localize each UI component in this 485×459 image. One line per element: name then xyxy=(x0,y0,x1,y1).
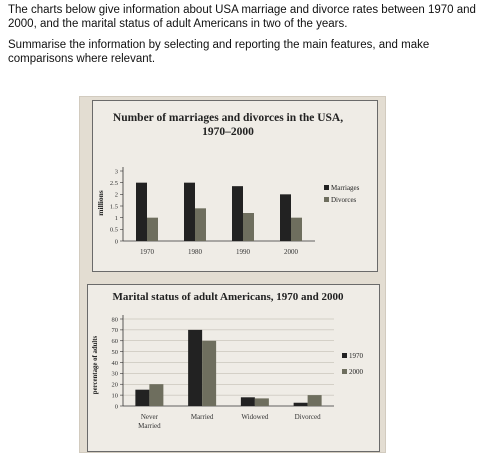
chart2-title: Marital status of adult Americans, 1970 … xyxy=(113,291,345,303)
y-tick-label: 40 xyxy=(112,360,119,367)
chart1-x-ticks: 1970 1980 1990 2000 xyxy=(140,248,299,256)
bar-2000 xyxy=(149,384,164,406)
x-category-label: 1980 xyxy=(188,248,203,256)
marriages-divorces-chart: Number of marriages and divorces in the … xyxy=(96,112,360,256)
marital-status-chart-panel: Marital status of adult Americans, 1970 … xyxy=(87,284,380,452)
x-category-label: 2000 xyxy=(284,248,299,256)
x-category-label: 1970 xyxy=(140,248,155,256)
chart2-gridlines xyxy=(123,318,334,396)
x-category-label: Never xyxy=(141,413,159,421)
chart2-y-ticks: 0 10 20 30 40 50 60 70 80 xyxy=(112,316,123,410)
bar-divorces xyxy=(147,217,158,241)
chart2-bars xyxy=(135,329,322,406)
x-category-label: Divorced xyxy=(295,413,322,421)
marital-status-chart: Marital status of adult Americans, 1970 … xyxy=(92,291,364,430)
y-tick-label: 20 xyxy=(112,382,119,389)
x-category-label: 1990 xyxy=(236,248,251,256)
y-tick-label: 1.5 xyxy=(110,203,118,210)
x-category-label: Married xyxy=(191,413,214,421)
y-tick-label: 70 xyxy=(112,327,119,334)
chart1-title-line1: Number of marriages and divorces in the … xyxy=(113,112,343,124)
legend-marriages-label: Marriages xyxy=(331,184,360,192)
chart1-title-line2: 1970–2000 xyxy=(202,126,254,138)
bar-divorces xyxy=(291,217,302,241)
y-tick-label: 2 xyxy=(115,192,118,199)
bar-2000 xyxy=(254,398,269,406)
y-tick-label: 0.5 xyxy=(110,227,118,234)
y-tick-label: 3 xyxy=(115,168,118,175)
x-category-label: Widowed xyxy=(241,413,268,421)
bar-marriages xyxy=(184,182,195,241)
y-tick-label: 50 xyxy=(112,349,119,356)
y-tick-label: 1 xyxy=(115,215,118,222)
legend-marriages-swatch xyxy=(324,185,329,190)
chart1-legend: Marriages Divorces xyxy=(324,184,360,204)
y-tick-label: 2.5 xyxy=(110,180,118,187)
chart1-y-ticks: 0 0.5 1 1.5 2 2.5 3 xyxy=(110,168,123,245)
bar-1970 xyxy=(240,397,255,406)
bar-marriages xyxy=(280,194,291,241)
bar-2000 xyxy=(307,395,322,406)
bar-divorces xyxy=(195,208,206,241)
chart2-y-axis-label: percentage of adults xyxy=(92,335,99,394)
legend-divorces-label: Divorces xyxy=(331,196,357,204)
bar-1970 xyxy=(188,329,203,406)
legend-divorces-swatch xyxy=(324,197,329,202)
chart2-legend: 1970 2000 xyxy=(342,352,364,376)
y-tick-label: 60 xyxy=(112,338,119,345)
y-tick-label: 80 xyxy=(112,316,119,323)
intro-paragraph-2: Summarise the information by selecting a… xyxy=(8,39,430,65)
y-tick-label: 10 xyxy=(112,392,119,399)
x-category-label: Married xyxy=(138,422,161,430)
legend-1970-label: 1970 xyxy=(349,352,364,360)
marriages-divorces-chart-panel: Number of marriages and divorces in the … xyxy=(92,100,378,272)
y-tick-label: 0 xyxy=(115,403,118,410)
task-instructions: The charts below give information about … xyxy=(8,4,478,74)
legend-2000-label: 2000 xyxy=(349,368,364,376)
legend-1970-swatch xyxy=(342,353,347,358)
legend-2000-swatch xyxy=(342,369,347,374)
chart1-y-axis-label: millions xyxy=(96,190,105,216)
bar-marriages xyxy=(232,186,243,241)
y-tick-label: 0 xyxy=(115,238,118,245)
bar-1970 xyxy=(293,402,308,406)
bar-2000 xyxy=(202,340,217,406)
bar-1970 xyxy=(135,389,150,406)
y-tick-label: 30 xyxy=(112,371,119,378)
bar-divorces xyxy=(243,213,254,241)
bar-marriages xyxy=(136,182,147,241)
intro-paragraph-1: The charts below give information about … xyxy=(8,4,476,30)
chart1-bars xyxy=(136,182,302,241)
